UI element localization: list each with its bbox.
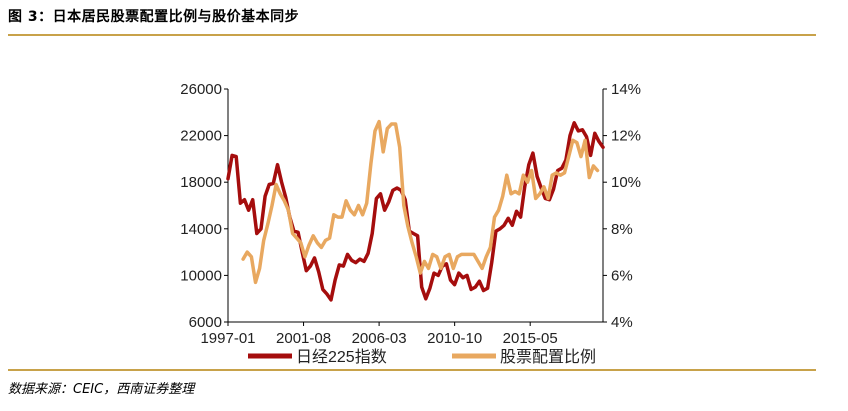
left-tick-label: 14000 <box>180 221 222 238</box>
title-divider <box>8 34 816 36</box>
right-tick-label: 12% <box>611 128 641 145</box>
x-tick-label: 1997-01 <box>200 330 255 347</box>
right-tick-label: 4% <box>611 314 633 331</box>
left-tick-label: 18000 <box>180 174 222 191</box>
x-tick-label: 2010-10 <box>427 330 482 347</box>
left-tick-label: 10000 <box>180 267 222 284</box>
x-tick-label: 2001-08 <box>276 330 331 347</box>
right-tick-label: 10% <box>611 174 641 191</box>
legend-label: 日经225指数 <box>296 348 387 366</box>
right-tick-label: 14% <box>611 81 641 98</box>
chart-tick-labels: 6000 10000 14000 18000 22000 26000 4% 6% 8% 10% 12… <box>180 81 641 347</box>
x-tick-label: 2015-05 <box>503 330 558 347</box>
right-tick-label: 6% <box>611 267 633 284</box>
source-divider <box>8 369 816 371</box>
data-source: 数据来源：CEIC，西南证券整理 <box>8 382 195 397</box>
left-tick-label: 26000 <box>180 81 222 98</box>
series-line-1 <box>226 121 605 302</box>
chart-legend: 日经225指数 股票配置比例 <box>248 348 596 366</box>
series-line-2 <box>241 119 600 285</box>
left-tick-label: 6000 <box>189 314 222 331</box>
right-tick-label: 8% <box>611 221 633 238</box>
figure-title: 图 3：日本居民股票配置比例与股价基本同步 <box>8 9 300 25</box>
chart-series <box>226 119 605 302</box>
left-tick-label: 22000 <box>180 128 222 145</box>
chart-axes <box>224 88 607 326</box>
legend-label: 股票配置比例 <box>500 348 596 366</box>
x-tick-label: 2006-03 <box>352 330 407 347</box>
